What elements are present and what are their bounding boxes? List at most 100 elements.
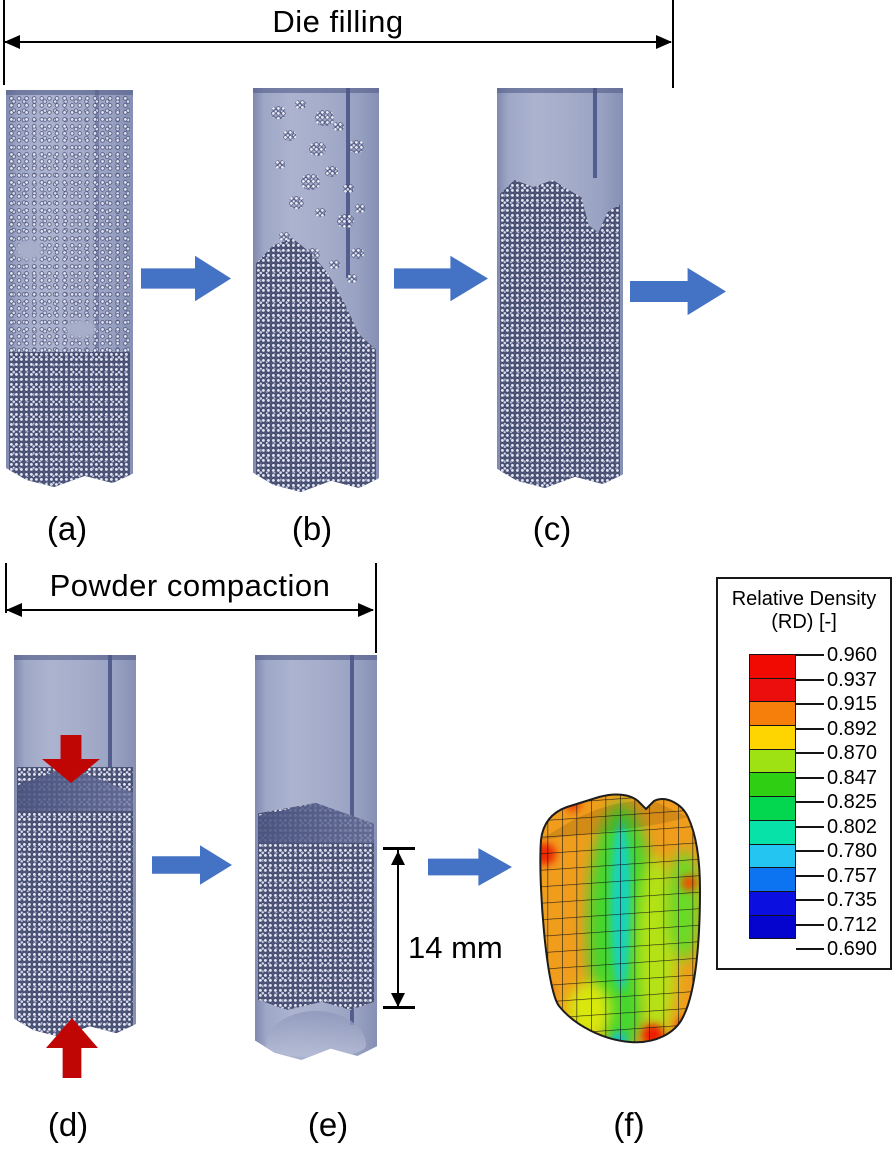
process-arrow-icon xyxy=(428,848,512,886)
legend-tick-line xyxy=(796,752,824,755)
particle-cluster xyxy=(309,142,326,156)
panel-label-c: (c) xyxy=(532,510,572,547)
die-panel-b xyxy=(253,88,379,492)
compacted-powder xyxy=(258,803,374,1010)
settled-powder xyxy=(9,352,130,487)
particle-cluster xyxy=(355,204,365,213)
panel-label-b: (b) xyxy=(291,510,333,547)
compacting-powder xyxy=(17,767,133,1037)
particle-cluster xyxy=(279,232,290,241)
arrowhead-right-icon xyxy=(358,603,374,617)
legend-tick-line xyxy=(796,923,824,926)
filled-powder xyxy=(500,180,620,488)
legend-tick-line xyxy=(796,654,824,657)
compaction-left-extent-line xyxy=(5,563,7,613)
legend-color-band xyxy=(750,868,795,892)
legend-color-band xyxy=(750,797,795,821)
particle-cluster xyxy=(337,214,354,228)
particle-cluster xyxy=(329,260,340,269)
legend-tick-label: 0.847 xyxy=(827,766,878,789)
dimension-label: 14 mm xyxy=(408,930,503,965)
legend-colorbar xyxy=(749,654,796,940)
arrowhead-left-icon xyxy=(4,35,20,49)
process-arrow-icon xyxy=(141,255,231,302)
legend-tick-label: 0.892 xyxy=(827,717,878,740)
dimension-bottom-cap xyxy=(383,1006,415,1009)
dimension-line xyxy=(397,850,399,1008)
powder-gap xyxy=(66,320,96,338)
legend-color-band xyxy=(750,915,795,939)
legend-tick-label: 0.802 xyxy=(827,815,878,838)
process-arrow-icon xyxy=(630,267,726,316)
legend-color-band xyxy=(750,773,795,798)
particle-cluster xyxy=(283,130,296,141)
compaction-right-extent-line xyxy=(375,563,377,653)
die-filling-right-extent-line xyxy=(672,0,674,88)
arrowhead-left-icon xyxy=(6,603,22,617)
particle-cluster xyxy=(347,274,357,283)
legend-color-band xyxy=(750,820,795,845)
fem-result-mesh xyxy=(539,793,702,1044)
particle-cluster xyxy=(333,122,344,131)
particle-cluster xyxy=(349,140,364,153)
legend-title-line1: Relative Density xyxy=(731,588,877,610)
legend-tick-label: 0.870 xyxy=(827,742,878,764)
particle-cluster xyxy=(301,174,320,190)
panel-label-d: (d) xyxy=(47,1106,89,1143)
particle-cluster xyxy=(315,110,334,126)
particle-cluster xyxy=(315,208,326,217)
core-pin xyxy=(593,88,597,178)
legend-tick-label: 0.780 xyxy=(827,840,878,862)
legend-tick-label: 0.757 xyxy=(827,864,878,887)
legend-tick-label: 0.735 xyxy=(827,889,878,911)
dimension-arrowhead-up-icon xyxy=(391,851,405,865)
panel-label-f: (f) xyxy=(613,1106,645,1143)
particle-cluster xyxy=(325,166,338,177)
legend-color-band xyxy=(750,726,795,750)
legend-title: Relative Density (RD) [-] xyxy=(718,588,890,634)
arrowhead-right-icon xyxy=(656,35,672,49)
legend-color-band xyxy=(750,655,795,679)
die-panel-d xyxy=(14,655,136,1037)
particle-cluster xyxy=(343,184,354,193)
legend-title-line2: (RD) [-] xyxy=(771,611,837,633)
stage2-title: Powder compaction xyxy=(49,568,331,603)
particle-cluster xyxy=(351,248,364,259)
particle-cluster xyxy=(271,106,286,119)
legend-color-band xyxy=(750,678,795,703)
dimension-arrowhead-down-icon xyxy=(391,993,405,1007)
core-pin xyxy=(346,88,350,278)
legend-tick-label: 0.690 xyxy=(827,938,878,960)
compaction-span-arrow-icon xyxy=(6,603,374,617)
process-arrow-icon xyxy=(394,255,488,302)
legend-tick-label: 0.937 xyxy=(827,668,878,691)
die-panel-e xyxy=(255,655,377,1060)
legend-tick-line xyxy=(796,850,824,853)
legend-color-band xyxy=(750,891,795,916)
legend-tick-line xyxy=(796,727,824,730)
dimension-top-cap xyxy=(383,847,415,850)
legend-tick-label: 0.712 xyxy=(827,913,878,936)
die-filling-span-arrow-icon xyxy=(4,35,672,49)
legend-tick-line xyxy=(796,874,824,877)
legend-tick-line xyxy=(796,801,824,804)
legend: Relative Density (RD) [-] 0.960 0.937 0.91… xyxy=(716,577,892,970)
powder-gap xyxy=(16,240,42,260)
process-arrow-icon xyxy=(152,845,232,885)
particle-cluster xyxy=(295,100,306,109)
legend-tick-line xyxy=(796,678,824,681)
legend-tick-label: 0.825 xyxy=(827,791,878,813)
legend-tick-label: 0.960 xyxy=(827,644,878,666)
die-panel-c xyxy=(497,88,623,488)
core-pin xyxy=(108,655,112,773)
stage1-title: Die filling xyxy=(272,4,404,39)
legend-color-band xyxy=(750,702,795,727)
panel-label-e: (e) xyxy=(307,1106,349,1143)
legend-color-band xyxy=(750,844,795,869)
die-panel-a xyxy=(6,90,133,487)
particle-cluster xyxy=(275,160,285,169)
panel-label-a: (a) xyxy=(46,510,88,547)
legend-tick-line xyxy=(796,776,824,779)
legend-tick-line xyxy=(796,703,824,706)
